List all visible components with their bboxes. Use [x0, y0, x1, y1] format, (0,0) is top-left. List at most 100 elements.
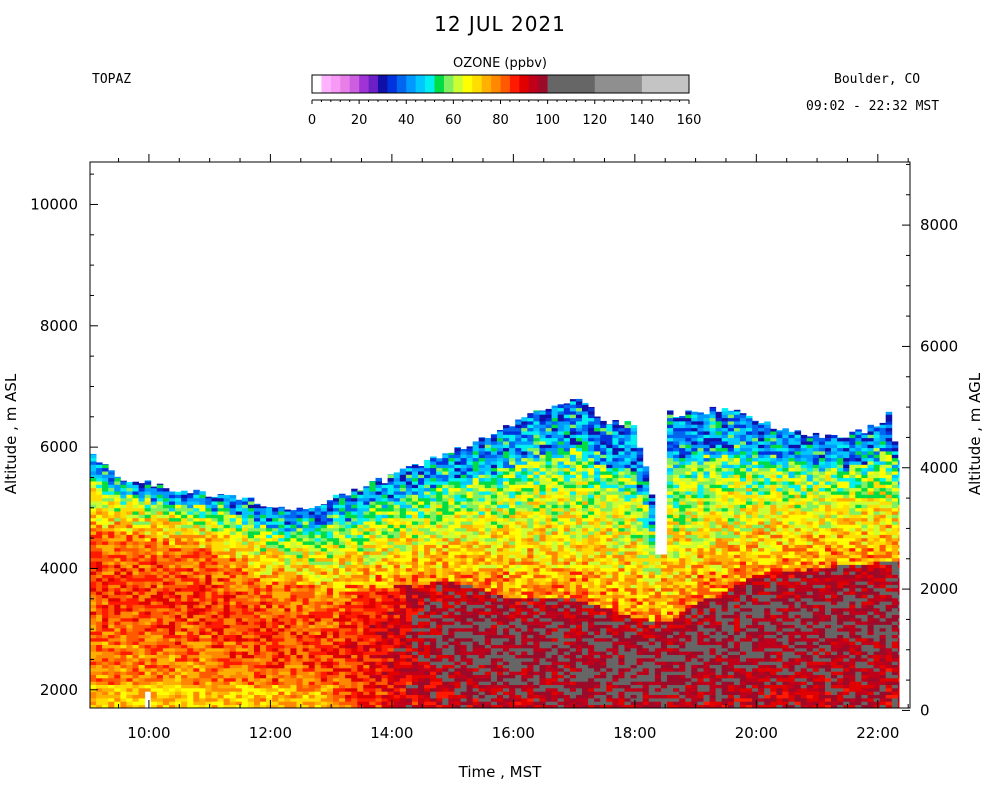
heatmap-cell [339, 654, 346, 659]
heatmap-cell [424, 474, 431, 479]
heatmap-cell [515, 477, 522, 482]
heatmap-cell [266, 554, 273, 559]
heatmap-cell [351, 694, 358, 699]
heatmap-cell [399, 704, 407, 709]
heatmap-cell [162, 617, 170, 622]
heatmap-cell [156, 688, 164, 692]
heatmap-cell [229, 704, 237, 709]
heatmap-cell [193, 691, 200, 695]
heatmap-cell [241, 698, 249, 702]
heatmap-cell [144, 561, 152, 565]
heatmap-cell [472, 511, 480, 515]
heatmap-cell [217, 678, 225, 682]
heatmap-cell [393, 561, 401, 565]
heatmap-cell [235, 501, 243, 505]
heatmap-cell [102, 614, 109, 619]
heatmap-cell [478, 691, 486, 695]
heatmap-cell [181, 654, 188, 659]
heatmap-cell [436, 541, 443, 545]
heatmap-cell [278, 547, 285, 552]
heatmap-cell [132, 587, 139, 592]
heatmap-cell [132, 634, 139, 639]
heatmap-cell [405, 557, 413, 562]
heatmap-cell [193, 664, 200, 669]
heatmap-cell [478, 494, 486, 499]
heatmap-cell [460, 634, 467, 639]
heatmap-cell [254, 691, 261, 695]
heatmap-cell [162, 488, 170, 492]
heatmap-cell [369, 531, 376, 535]
heatmap-cell [247, 561, 255, 565]
heatmap-cell [193, 507, 200, 512]
heatmap-cell [326, 688, 334, 692]
heatmap-cell [490, 477, 498, 482]
heatmap-cell [490, 617, 498, 622]
heatmap-cell [442, 474, 449, 479]
heatmap-cell [241, 637, 249, 642]
heatmap-cell [484, 454, 492, 459]
heatmap-cell [254, 694, 261, 699]
heatmap-cell [247, 597, 255, 602]
heatmap-cell [126, 664, 133, 669]
heatmap-cell [405, 591, 413, 595]
heatmap-cell [448, 617, 455, 622]
heatmap-cell [247, 607, 255, 612]
colorbar-bin [377, 75, 388, 93]
heatmap-cell [120, 541, 127, 545]
heatmap-cell [490, 464, 498, 469]
heatmap-cell [126, 524, 133, 529]
heatmap-cell [351, 644, 358, 649]
heatmap-cell [90, 584, 97, 589]
heatmap-cell [490, 611, 498, 615]
heatmap-cell [448, 674, 455, 679]
colorbar-bin [406, 75, 416, 93]
heatmap-cell [254, 557, 261, 562]
heatmap-cell [223, 617, 231, 622]
heatmap-cell [411, 484, 419, 489]
heatmap-cell [399, 658, 407, 662]
heatmap-cell [114, 647, 121, 652]
heatmap-cell [381, 507, 389, 512]
heatmap-cell [490, 554, 498, 559]
heatmap-cell [478, 671, 486, 675]
heatmap-cell [302, 691, 310, 695]
heatmap-cell [448, 664, 455, 669]
heatmap-cell [241, 624, 249, 629]
heatmap-cell [454, 481, 461, 485]
heatmap-cell [484, 654, 492, 659]
heatmap-cell [199, 611, 206, 615]
heatmap-cell [326, 691, 334, 695]
heatmap-cell [442, 457, 449, 462]
heatmap-cell [90, 654, 97, 659]
heatmap-cell [460, 481, 467, 485]
heatmap-cell [181, 678, 188, 682]
heatmap-cell [272, 698, 279, 702]
heatmap-cell [241, 571, 249, 575]
heatmap-cell [217, 641, 225, 645]
heatmap-cell [181, 581, 188, 585]
heatmap-cell [241, 644, 249, 649]
heatmap-cell [229, 681, 237, 685]
heatmap-cell [339, 641, 346, 645]
heatmap-cell [393, 564, 401, 569]
heatmap-cell [478, 437, 486, 442]
heatmap-cell [418, 581, 425, 585]
heatmap-cell [260, 684, 267, 689]
heatmap-cell [308, 567, 316, 572]
heatmap-cell [454, 684, 461, 689]
heatmap-cell [442, 701, 449, 705]
heatmap-cell [411, 581, 419, 585]
heatmap-cell [369, 594, 376, 599]
heatmap-cell [247, 581, 255, 585]
heatmap-cell [205, 577, 212, 582]
heatmap-cell [217, 547, 225, 552]
heatmap-cell [503, 624, 510, 629]
heatmap-cell [296, 547, 303, 552]
heatmap-cell [96, 507, 103, 512]
heatmap-cell [254, 671, 261, 675]
heatmap-cell [320, 678, 328, 682]
heatmap-cell [357, 654, 364, 659]
heatmap-cell [448, 658, 455, 662]
heatmap-cell [393, 651, 401, 655]
heatmap-cell [296, 534, 303, 539]
